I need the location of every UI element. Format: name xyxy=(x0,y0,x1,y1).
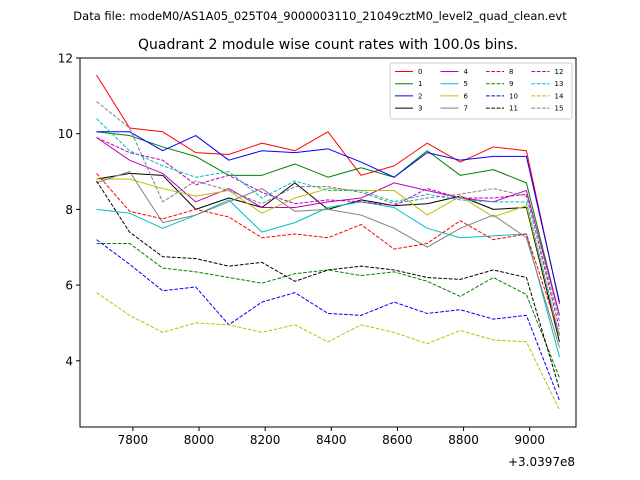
y-tick-label: 8 xyxy=(65,203,73,217)
chart-title: Quadrant 2 module wise count rates with … xyxy=(138,37,518,53)
series-line-15 xyxy=(96,101,560,322)
x-tick-label: 7800 xyxy=(118,433,149,447)
x-tick-label: 8800 xyxy=(448,433,479,447)
series-line-4 xyxy=(96,137,560,316)
series-line-9 xyxy=(96,242,560,378)
legend-label-1: 1 xyxy=(418,80,422,88)
x-tick-label: 8400 xyxy=(316,433,347,447)
x-tick-label: 9000 xyxy=(514,433,545,447)
plot-area xyxy=(96,74,560,411)
plot-frame xyxy=(79,57,577,428)
legend-label-12: 12 xyxy=(555,68,564,76)
y-axis: 4 6 8 10 12 xyxy=(58,52,80,368)
y-tick-label: 6 xyxy=(65,279,73,293)
legend-box xyxy=(389,62,573,120)
legend-label-5: 5 xyxy=(464,80,468,88)
series-line-0 xyxy=(96,74,560,305)
legend-label-8: 8 xyxy=(509,68,513,76)
series-line-1 xyxy=(96,131,560,316)
series-line-8 xyxy=(96,173,560,335)
series-line-10 xyxy=(96,239,560,401)
x-tick-label: 8200 xyxy=(250,433,281,447)
legend-label-3: 3 xyxy=(418,105,422,113)
chart-suptitle: Data file: modeM0/AS1A05_025T04_90000031… xyxy=(73,9,567,23)
legend-label-11: 11 xyxy=(509,105,518,113)
x-tick-label: 8600 xyxy=(382,433,413,447)
x-offset-text: +3.0397e8 xyxy=(508,455,575,469)
series-line-5 xyxy=(96,199,560,358)
y-tick-label: 10 xyxy=(58,127,73,141)
legend-label-14: 14 xyxy=(555,92,564,100)
y-tick-label: 4 xyxy=(65,354,73,368)
legend-label-13: 13 xyxy=(555,80,564,88)
legend-label-0: 0 xyxy=(418,68,422,76)
x-axis: 7800 8000 8200 8400 8600 8800 9000 xyxy=(118,427,545,447)
series-line-7 xyxy=(96,171,560,348)
legend-label-7: 7 xyxy=(464,105,468,113)
legend-label-6: 6 xyxy=(464,92,469,100)
series-line-3 xyxy=(96,172,560,342)
legend-label-10: 10 xyxy=(509,92,518,100)
legend-label-9: 9 xyxy=(509,80,513,88)
series-line-6 xyxy=(96,178,560,337)
legend-label-2: 2 xyxy=(418,92,422,100)
series-line-14 xyxy=(96,292,560,411)
legend-label-15: 15 xyxy=(555,105,564,113)
series-line-11 xyxy=(96,180,560,390)
x-tick-label: 8000 xyxy=(184,433,215,447)
legend-label-4: 4 xyxy=(464,68,469,76)
series-line-12 xyxy=(96,137,560,329)
series-line-2 xyxy=(96,131,560,303)
y-tick-label: 12 xyxy=(58,52,73,66)
